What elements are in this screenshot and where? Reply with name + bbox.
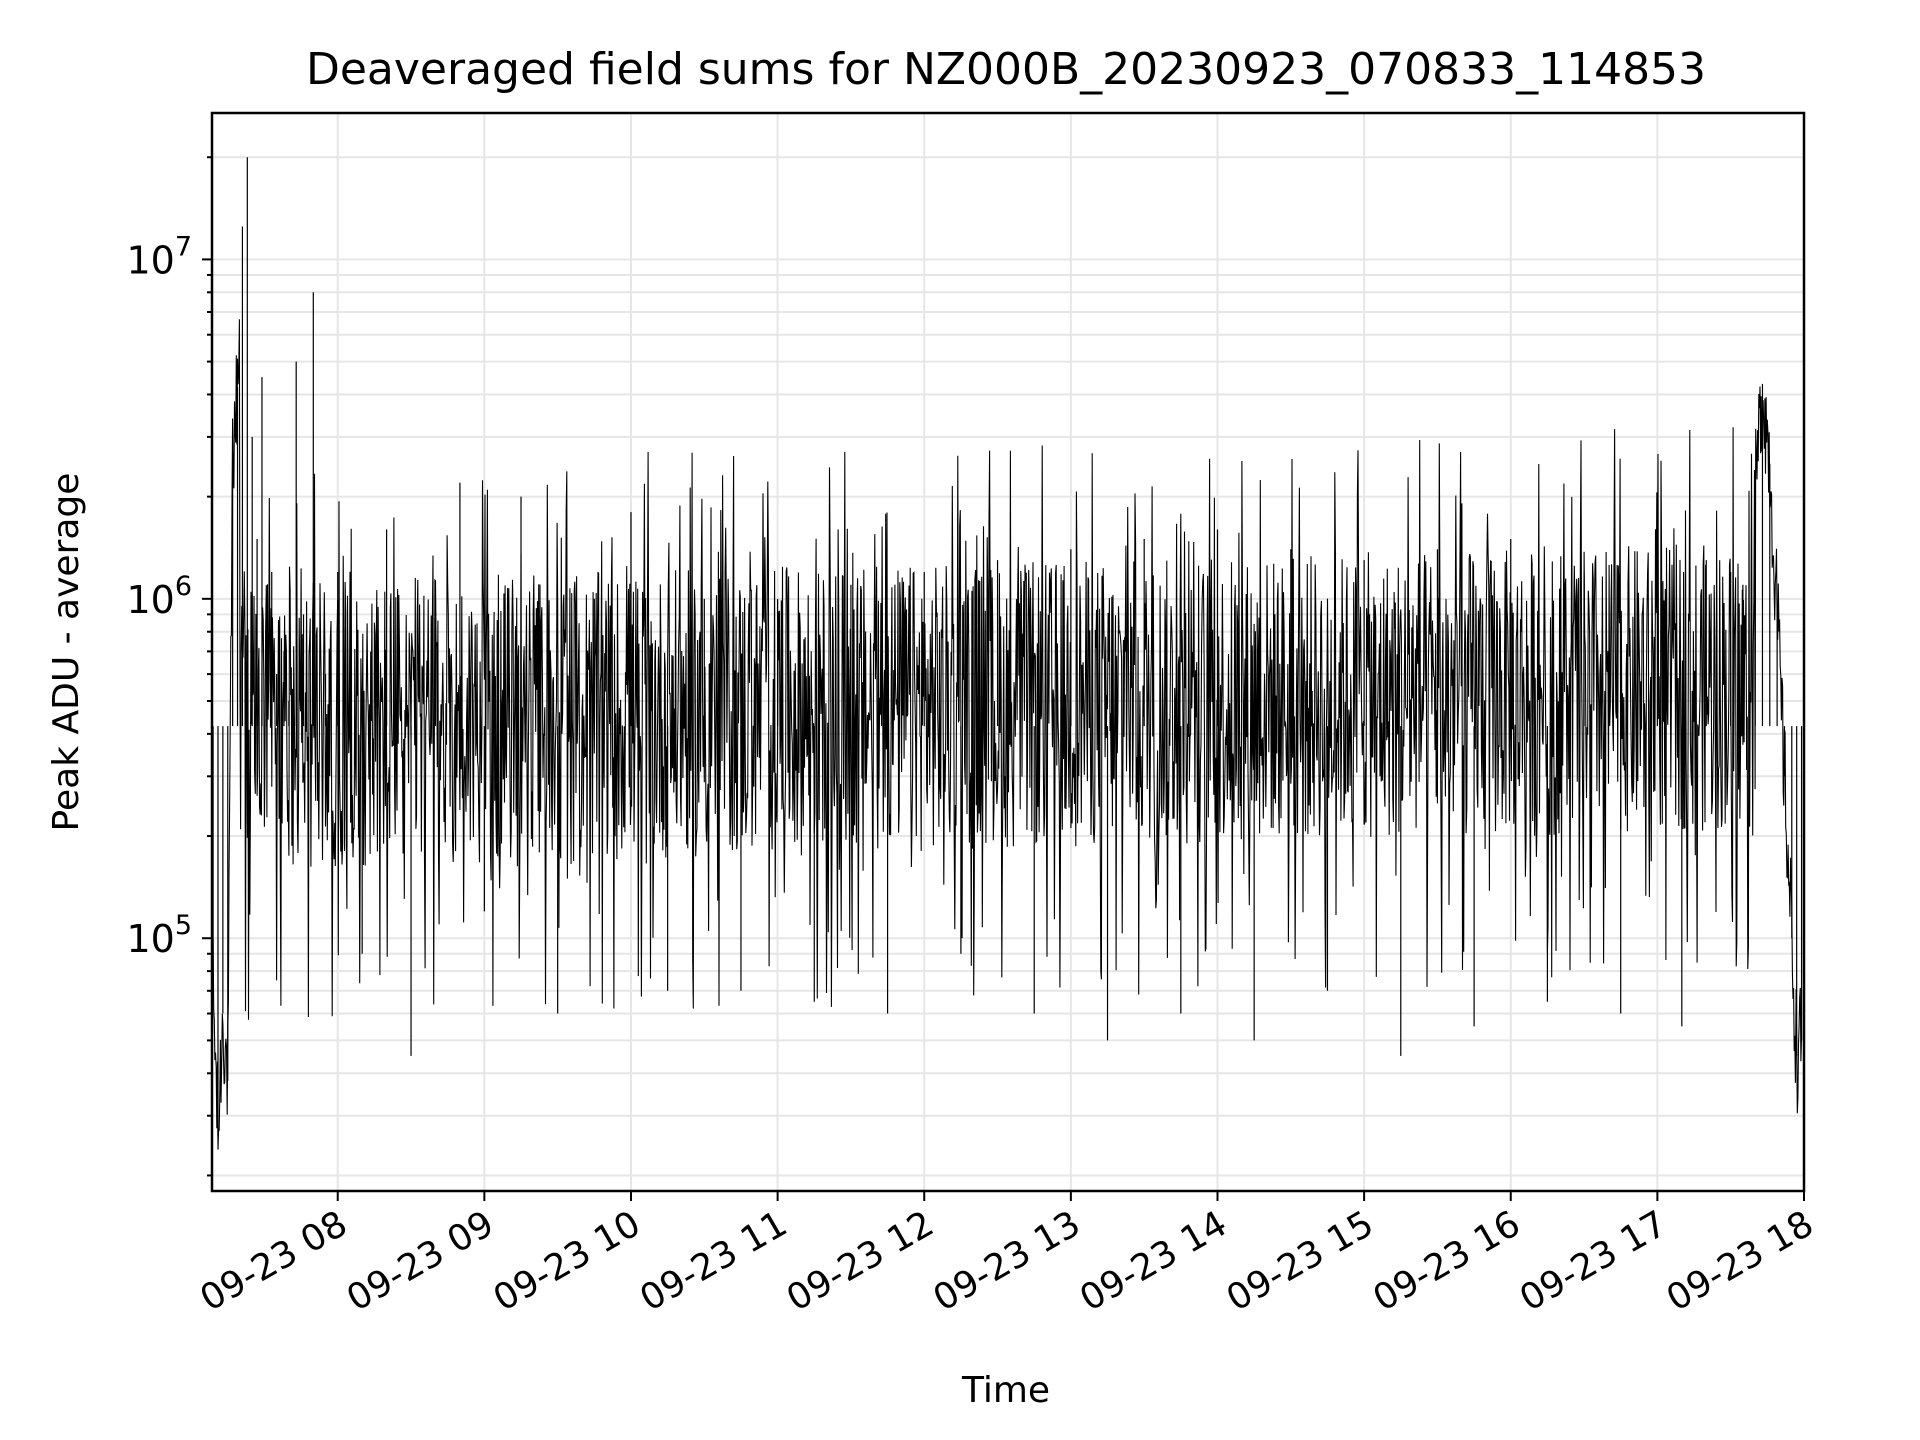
y-tick-label: 106 — [126, 571, 192, 622]
y-tick-label: 105 — [126, 910, 192, 961]
y-axis: 105 106 107 — [126, 156, 212, 1177]
series-line — [212, 319, 1803, 1150]
x-axis-label: Time — [961, 1370, 1050, 1411]
series-group — [212, 157, 1803, 1150]
chart-title: Deaveraged field sums for NZ000B_2023092… — [306, 44, 1706, 95]
y-axis-label: Peak ADU - average — [46, 473, 87, 832]
y-tick-label: 107 — [126, 231, 192, 282]
